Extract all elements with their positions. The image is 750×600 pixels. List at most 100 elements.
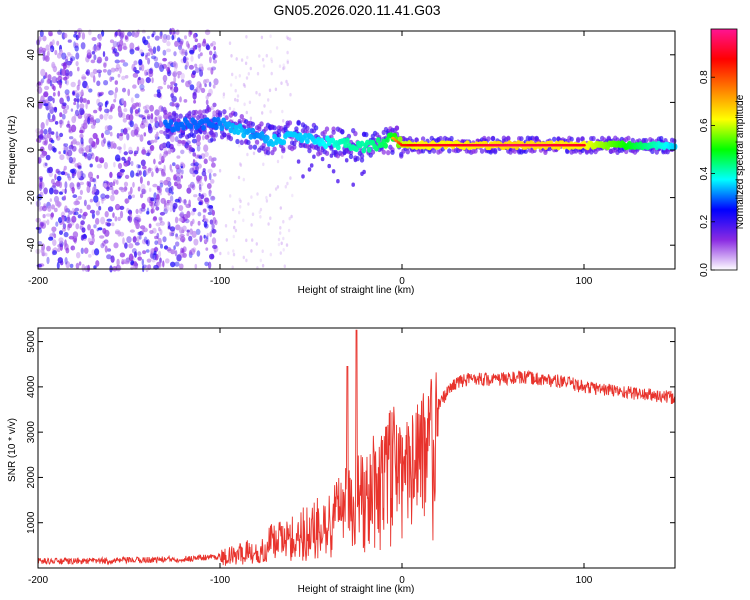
noise-speckle (233, 220, 237, 224)
noise-speckle (66, 60, 72, 66)
noise-speckle (114, 80, 119, 85)
noise-speckle (174, 102, 180, 108)
noise-speckle (79, 126, 85, 134)
noise-speckle (76, 102, 80, 110)
noise-speckle (212, 102, 217, 108)
noise-speckle (212, 173, 217, 177)
noise-speckle (67, 223, 71, 231)
ridge-core (374, 145, 379, 152)
noise-speckle (258, 210, 261, 214)
noise-speckle (89, 163, 93, 168)
noise-speckle (63, 143, 69, 147)
noise-speckle (285, 243, 289, 247)
ridge-halo (576, 136, 581, 142)
noise-speckle (238, 143, 241, 148)
noise-speckle (117, 216, 121, 221)
noise-speckle (150, 113, 154, 120)
noise-speckle (106, 186, 110, 192)
noise-speckle (64, 257, 68, 265)
ridge-core (181, 124, 187, 131)
noise-speckle (208, 190, 212, 194)
noise-speckle (52, 239, 57, 247)
noise-speckle (149, 67, 154, 74)
ridge-tail (296, 159, 301, 164)
noise-speckle (77, 172, 82, 178)
ridge-core (199, 118, 205, 125)
noise-speckle (101, 182, 106, 187)
noise-speckle (151, 77, 154, 84)
noise-speckle (202, 134, 205, 141)
ridge-halo (552, 136, 557, 142)
ridge-tail (344, 158, 349, 163)
noise-speckle (52, 39, 55, 46)
noise-speckle (53, 207, 58, 213)
noise-speckle (168, 61, 173, 65)
noise-speckle (144, 168, 149, 176)
noise-speckle (277, 237, 281, 242)
noise-speckle (66, 104, 70, 110)
noise-speckle (233, 225, 236, 230)
noise-speckle (192, 33, 197, 39)
noise-speckle (67, 53, 73, 58)
noise-speckle (126, 236, 132, 244)
noise-speckle (270, 59, 274, 64)
noise-speckle (231, 265, 234, 270)
ridge-halo (473, 148, 478, 154)
ridge-core (217, 120, 223, 127)
noise-speckle (188, 250, 193, 255)
noise-speckle (282, 236, 285, 241)
noise-speckle (267, 222, 270, 226)
ridge-halo (543, 149, 548, 155)
noise-speckle (93, 265, 97, 270)
noise-speckle (180, 161, 185, 167)
noise-speckle (45, 213, 52, 217)
noise-speckle (180, 175, 183, 179)
noise-speckle (45, 44, 50, 51)
noise-speckle (207, 138, 213, 144)
noise-speckle (159, 180, 164, 185)
ridge-halo (265, 150, 271, 156)
noise-speckle (245, 76, 249, 80)
noise-speckle (92, 119, 97, 126)
noise-speckle (128, 243, 134, 249)
noise-speckle (174, 198, 181, 203)
noise-speckle (118, 147, 122, 154)
ridge-core (212, 116, 217, 123)
noise-speckle (199, 83, 202, 90)
noise-speckle (104, 182, 107, 188)
noise-speckle (259, 207, 263, 212)
noise-speckle (86, 85, 89, 90)
noise-speckle (44, 55, 50, 62)
noise-speckle (78, 165, 82, 170)
noise-speckle (163, 112, 169, 120)
noise-speckle (99, 91, 104, 96)
noise-speckle (222, 95, 225, 99)
noise-speckle (99, 157, 105, 164)
noise-speckle (107, 142, 111, 150)
noise-speckle (122, 117, 127, 123)
ridge-halo (486, 136, 491, 142)
noise-speckle (179, 263, 184, 269)
noise-speckle (76, 98, 80, 103)
noise-speckle (80, 91, 83, 96)
noise-speckle (137, 164, 141, 169)
noise-speckle (198, 155, 203, 160)
ridge-halo (313, 125, 319, 131)
noise-speckle (154, 253, 159, 261)
noise-speckle (48, 166, 53, 174)
noise-speckle (169, 226, 176, 232)
noise-speckle (79, 170, 84, 177)
noise-speckle (192, 207, 197, 212)
noise-speckle (104, 129, 111, 136)
noise-speckle (276, 185, 280, 189)
noise-speckle (232, 249, 235, 253)
noise-speckle (70, 245, 76, 251)
noise-speckle (158, 187, 162, 194)
noise-speckle (64, 181, 68, 189)
noise-speckle (212, 244, 218, 249)
noise-speckle (63, 76, 68, 81)
noise-speckle (106, 218, 113, 222)
noise-speckle (58, 181, 63, 189)
noise-speckle (140, 88, 146, 92)
noise-speckle (212, 54, 218, 59)
